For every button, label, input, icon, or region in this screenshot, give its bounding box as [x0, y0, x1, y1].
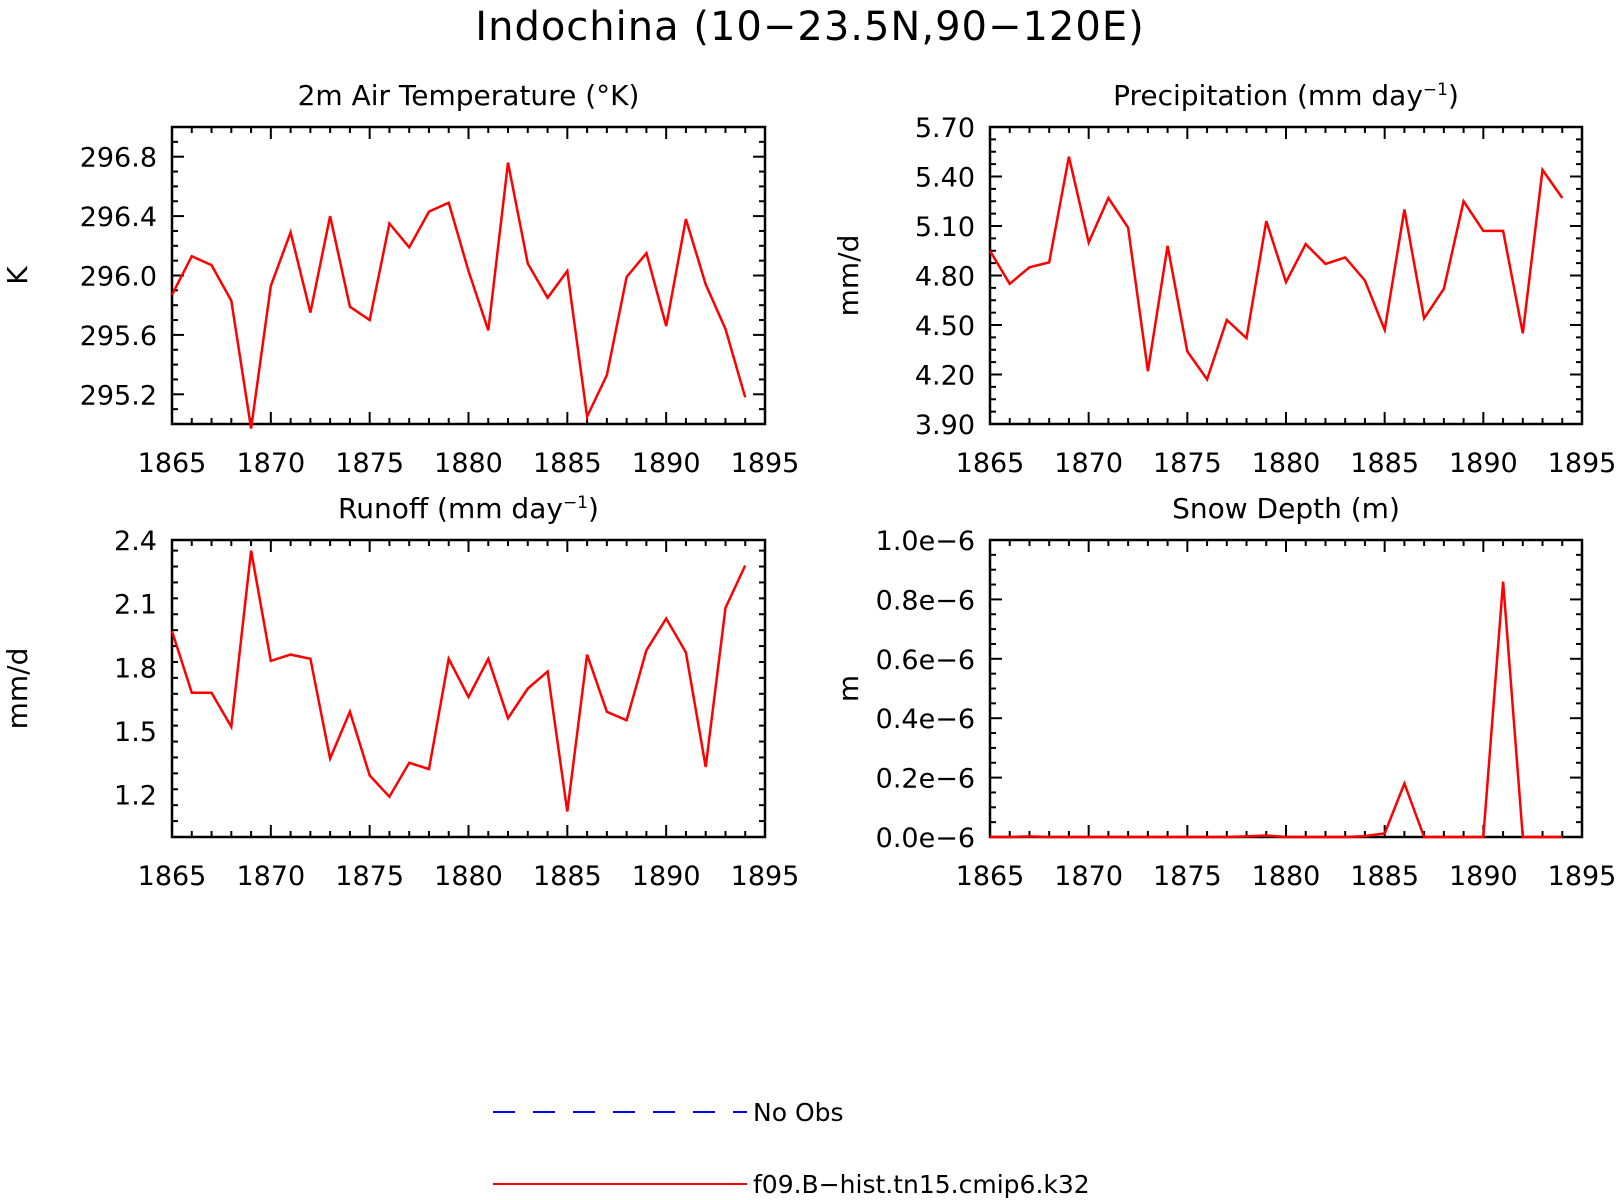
precipitation-frame	[988, 125, 1584, 426]
precipitation-ytick-label: 5.10	[915, 212, 975, 243]
precipitation-ytick-label: 5.70	[915, 113, 975, 144]
runoff-ytick-label: 2.4	[114, 526, 157, 557]
precipitation-xtick-label: 1870	[1054, 448, 1123, 479]
precipitation-xtick-label: 1880	[1252, 448, 1321, 479]
temperature-xtick-label: 1885	[533, 448, 602, 479]
precipitation-xtick-label: 1895	[1548, 448, 1617, 479]
temperature-xtick-label: 1880	[434, 448, 503, 479]
snow-depth-ytick-label: 0.2e−6	[876, 764, 975, 795]
snow-depth-xtick-label: 1865	[956, 861, 1025, 892]
runoff-ytick-label: 1.2	[114, 781, 157, 812]
snow-depth-xtick-label: 1880	[1252, 861, 1321, 892]
temperature-series-line	[170, 162, 747, 429]
snow-depth-xtick-label: 1870	[1054, 861, 1123, 892]
snow-depth-ytick-label: 1.0e−6	[876, 526, 975, 557]
runoff-ytick-label: 1.5	[114, 717, 157, 748]
temperature-xtick-label: 1890	[632, 448, 701, 479]
precipitation-ytick-label: 4.80	[915, 262, 975, 293]
precipitation-ytick-label: 4.50	[915, 311, 975, 342]
snow-depth-ytick-label: 0.4e−6	[876, 704, 975, 735]
chart-panels: 2m Air Temperature (°K) K 1865 1870 1875 1880…	[1, 79, 1616, 892]
temperature-ytick-label: 295.6	[80, 321, 157, 352]
temperature-title: 2m Air Temperature (°K)	[298, 79, 640, 112]
snow-depth-xtick-label: 1875	[1153, 861, 1222, 892]
runoff-ytick-label: 1.8	[114, 653, 157, 684]
panel-temperature: 2m Air Temperature (°K) K 1865 1870 1875 1880…	[1, 79, 799, 479]
temperature-xtick-label: 1865	[138, 448, 207, 479]
precipitation-ytick-label: 3.90	[915, 410, 975, 441]
legend-no-obs-label: No Obs	[753, 1098, 844, 1127]
snow-depth-ylabel: m	[832, 675, 865, 702]
runoff-xtick-label: 1885	[533, 861, 602, 892]
legend: No Obs f09.B−hist.tn15.cmip6.k32	[493, 1098, 1090, 1199]
runoff-series-line	[170, 550, 747, 812]
runoff-ytick-label: 2.1	[114, 590, 157, 621]
snow-depth-frame	[988, 538, 1584, 839]
figure-title: Indochina (10−23.5N,90−120E)	[475, 4, 1144, 50]
precipitation-xtick-label: 1875	[1153, 448, 1222, 479]
temperature-ytick-label: 296.0	[80, 262, 157, 293]
snow-depth-ytick-label: 0.6e−6	[876, 645, 975, 676]
temperature-ytick-label: 296.8	[80, 143, 157, 174]
snow-depth-title: Snow Depth (m)	[1172, 492, 1400, 525]
temperature-ytick-label: 295.2	[80, 380, 157, 411]
runoff-ylabel: mm/d	[1, 648, 34, 730]
precipitation-series-line	[988, 156, 1564, 383]
runoff-xtick-label: 1870	[236, 861, 305, 892]
precipitation-ylabel: mm/d	[832, 235, 865, 317]
runoff-xtick-label: 1890	[632, 861, 701, 892]
runoff-xtick-label: 1865	[138, 861, 207, 892]
precipitation-xtick-label: 1890	[1449, 448, 1518, 479]
runoff-xtick-label: 1880	[434, 861, 503, 892]
snow-depth-xtick-label: 1895	[1548, 861, 1617, 892]
snow-depth-xtick-label: 1890	[1449, 861, 1518, 892]
temperature-xtick-label: 1870	[236, 448, 305, 479]
snow-depth-xtick-label: 1885	[1350, 861, 1419, 892]
precipitation-ytick-label: 4.20	[915, 361, 975, 392]
runoff-frame	[170, 538, 767, 839]
panel-snow-depth: Snow Depth (m) m 1865 1870 1875 1880 1885 1890 1…	[832, 492, 1616, 892]
runoff-xtick-label: 1875	[335, 861, 404, 892]
runoff-title: Runoff (mm day−1)	[338, 492, 599, 525]
panel-precipitation: Precipitation (mm day−1) mm/d 1865 1870 1875…	[832, 79, 1616, 479]
legend-model-label: f09.B−hist.tn15.cmip6.k32	[753, 1170, 1090, 1199]
snow-depth-ytick-label: 0.8e−6	[876, 585, 975, 616]
panel-runoff: Runoff (mm day−1) mm/d 1865 1870 1875 1880 188…	[1, 492, 799, 892]
temperature-xtick-label: 1895	[731, 448, 800, 479]
runoff-xtick-label: 1895	[731, 861, 800, 892]
precipitation-ytick-label: 5.40	[915, 163, 975, 194]
temperature-xtick-label: 1875	[335, 448, 404, 479]
snow-depth-ytick-label: 0.0e−6	[876, 823, 975, 854]
snow-depth-series-line	[990, 581, 1563, 839]
precipitation-xtick-label: 1885	[1350, 448, 1419, 479]
temperature-ytick-label: 296.4	[80, 202, 157, 233]
precipitation-xtick-label: 1865	[956, 448, 1025, 479]
temperature-ylabel: K	[1, 266, 34, 285]
precipitation-title: Precipitation (mm day−1)	[1113, 79, 1459, 112]
